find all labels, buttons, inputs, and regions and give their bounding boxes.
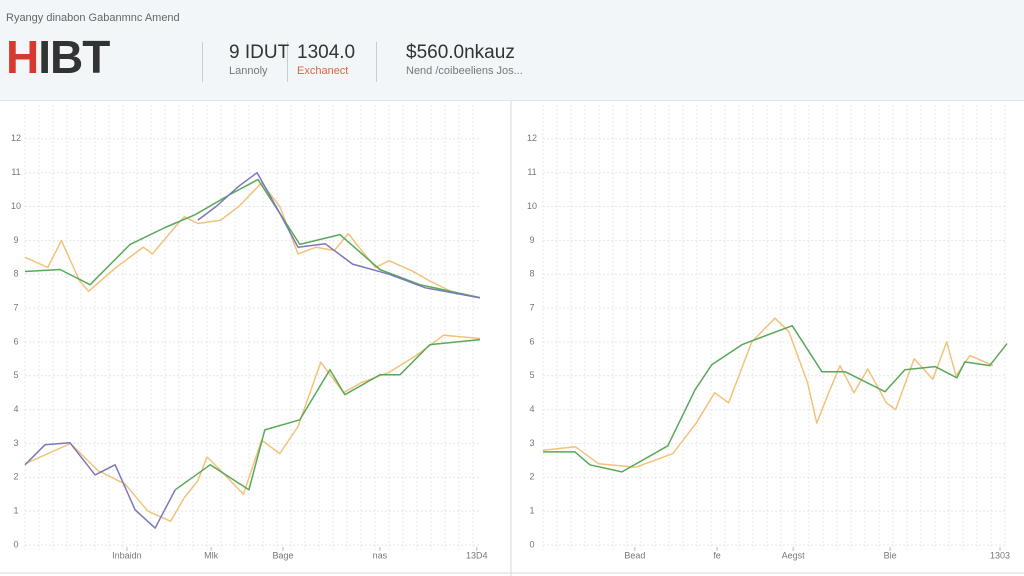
stat-value: 9 IDUT	[229, 42, 290, 63]
y-tick-label: 1	[529, 506, 534, 516]
header: Ryangy dinabon Gabanmnc Amend HIBT 9 IDU…	[0, 0, 1024, 101]
stat-value: 1304.0	[297, 42, 356, 63]
divider	[287, 42, 288, 82]
data-line	[542, 317, 994, 468]
y-tick-label: 8	[529, 269, 534, 279]
x-tick-label: Aegst	[782, 550, 806, 560]
x-tick-label: nas	[373, 550, 388, 560]
y-tick-label: 0	[529, 539, 534, 549]
y-tick-label: 12	[527, 133, 537, 143]
data-line	[543, 324, 1008, 473]
x-tick-label: Bage	[272, 550, 293, 560]
y-tick-label: 7	[529, 302, 534, 312]
y-tick-label: 3	[13, 438, 18, 448]
y-tick-label: 2	[529, 472, 534, 482]
divider	[376, 42, 377, 82]
x-tick-label: Mlk	[204, 550, 218, 560]
y-tick-label: 10	[527, 201, 537, 211]
x-tick-label: Inbaidn	[112, 550, 142, 560]
y-tick-label: 2	[13, 472, 18, 482]
y-tick-label: 5	[13, 370, 18, 380]
stat-label: Lannoly	[229, 65, 268, 77]
y-tick-label: 5	[529, 370, 534, 380]
data-line	[24, 178, 481, 299]
logo[interactable]: HIBT	[6, 31, 110, 83]
data-line	[174, 338, 481, 491]
y-tick-label: 11	[11, 167, 20, 177]
y-tick-label: 1	[13, 506, 18, 516]
y-tick-label: 7	[13, 302, 18, 312]
header-title: Ryangy dinabon Gabanmnc Amend	[6, 12, 180, 24]
y-tick-label: 0	[13, 539, 18, 549]
y-tick-label: 9	[529, 235, 534, 245]
y-tick-label: 6	[529, 336, 534, 346]
y-tick-label: 10	[11, 201, 21, 211]
y-tick-label: 9	[13, 235, 18, 245]
divider	[202, 42, 203, 82]
y-tick-label: 12	[11, 133, 21, 143]
stat-value: $560.0nkauz	[406, 42, 515, 63]
x-tick-label: 1303	[990, 550, 1010, 560]
y-tick-label: 8	[13, 269, 18, 279]
x-tick-label: 13D4	[466, 550, 488, 560]
x-tick-label: fe	[713, 550, 721, 560]
x-tick-label: Bie	[884, 550, 897, 560]
data-line	[24, 442, 176, 529]
y-tick-label: 4	[13, 404, 18, 414]
data-line	[24, 334, 481, 523]
x-tick-label: Bead	[624, 550, 645, 560]
data-line	[24, 182, 458, 296]
stat-label: Nend /coibeeliens Jos...	[406, 65, 523, 77]
y-tick-label: 4	[529, 404, 534, 414]
y-tick-label: 3	[529, 438, 534, 448]
data-line	[197, 171, 481, 299]
y-tick-label: 6	[13, 336, 18, 346]
stat-label: Exchanect	[297, 65, 349, 77]
y-tick-label: 11	[527, 167, 536, 177]
